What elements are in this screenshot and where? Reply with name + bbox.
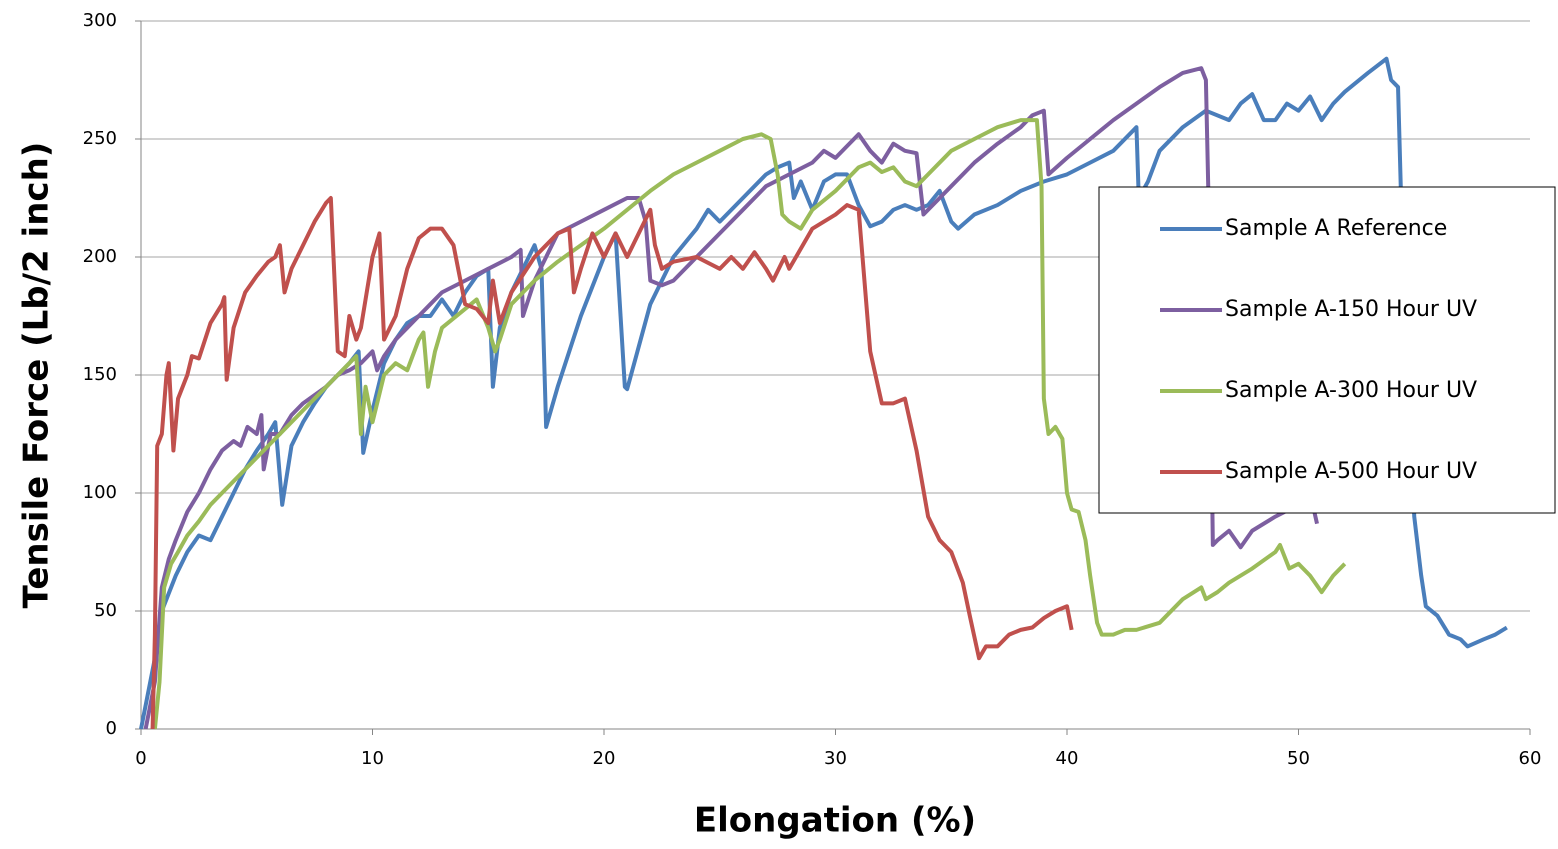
x-tick-label: 30 — [824, 748, 847, 769]
y-tick-label: 50 — [94, 600, 117, 621]
x-tick-label: 50 — [1287, 748, 1310, 769]
y-tick-label: 100 — [83, 482, 117, 503]
y-tick-label: 150 — [83, 364, 117, 385]
x-tick-label: 60 — [1519, 748, 1542, 769]
x-axis-title: Elongation (%) — [694, 801, 976, 841]
y-tick-label: 0 — [106, 718, 117, 739]
chart: Elongation (%) Tensile Force (Lb/2 inch)… — [0, 0, 1558, 845]
x-tick-label: 20 — [593, 748, 616, 769]
legend-label: Sample A-500 Hour UV — [1225, 459, 1477, 484]
y-tick-label: 200 — [83, 246, 117, 267]
x-tick-label: 0 — [135, 748, 146, 769]
y-axis-title: Tensile Force (Lb/2 inch) — [17, 142, 57, 609]
x-tick-label: 10 — [361, 748, 384, 769]
legend: Sample A Reference Sample A-150 Hour UV Sa… — [1099, 187, 1555, 513]
y-tick-label: 250 — [83, 128, 117, 149]
y-tick-label: 300 — [83, 10, 117, 31]
x-tick-label: 40 — [1056, 748, 1079, 769]
legend-label: Sample A Reference — [1225, 216, 1447, 241]
legend-label: Sample A-300 Hour UV — [1225, 378, 1477, 403]
legend-label: Sample A-150 Hour UV — [1225, 297, 1477, 322]
